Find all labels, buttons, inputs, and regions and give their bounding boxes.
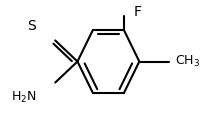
Text: CH$_3$: CH$_3$ bbox=[175, 54, 200, 69]
Text: F: F bbox=[133, 5, 141, 19]
Text: S: S bbox=[27, 19, 36, 33]
Text: H$_2$N: H$_2$N bbox=[11, 90, 36, 105]
